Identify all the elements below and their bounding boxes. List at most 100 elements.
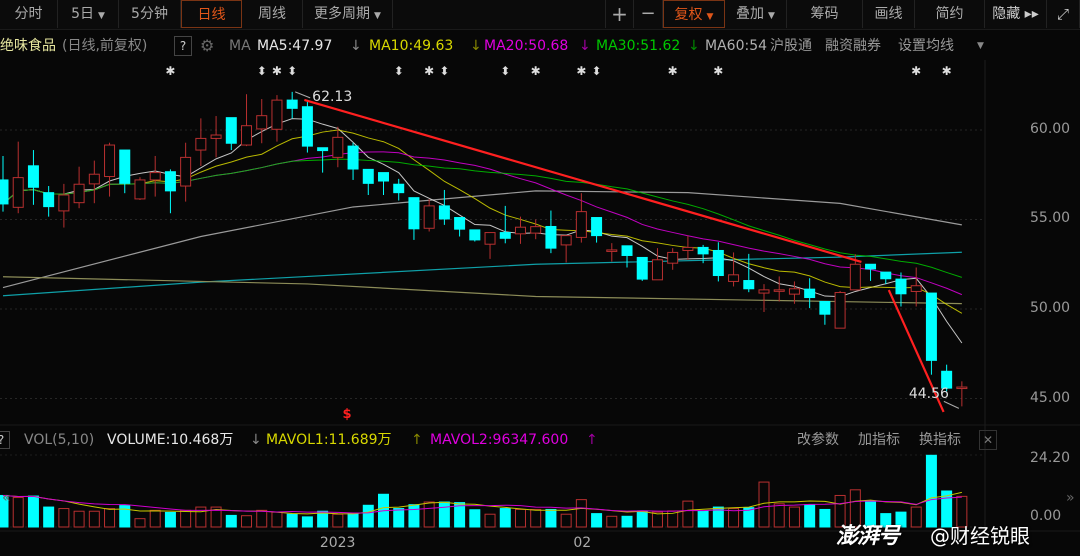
event-marker-icon: ✱ bbox=[531, 64, 541, 78]
volume-bar bbox=[362, 504, 374, 528]
candle-down bbox=[880, 271, 892, 280]
scroll-right-button[interactable]: » bbox=[1066, 490, 1075, 506]
adjust-button[interactable]: 复权 ▼ bbox=[663, 0, 725, 28]
volume-bar bbox=[499, 508, 511, 528]
volume-bar bbox=[956, 495, 968, 528]
button-label: 筹码 bbox=[810, 6, 839, 22]
gear-icon[interactable]: ⚙ bbox=[200, 36, 215, 55]
event-marker-icon: ✱ bbox=[272, 64, 282, 78]
low-pointer-arrow bbox=[943, 400, 960, 409]
event-marker-icon: ⬍ bbox=[592, 64, 602, 78]
trend-line bbox=[887, 289, 945, 413]
simple-button[interactable]: 简约 bbox=[915, 0, 985, 28]
candle-up bbox=[834, 292, 846, 329]
ma10-line bbox=[2, 129, 963, 314]
candle-up bbox=[849, 263, 861, 291]
ma20-value: MA20:50.68 bbox=[484, 38, 569, 54]
volume-bar bbox=[12, 497, 24, 528]
candle-up bbox=[241, 125, 253, 146]
tab-5min[interactable]: 5分钟 bbox=[119, 0, 181, 28]
event-marker-icon: ✱ bbox=[576, 64, 586, 78]
scroll-left-button[interactable]: « bbox=[2, 490, 11, 506]
ma30-line bbox=[2, 158, 963, 278]
volume-bar bbox=[819, 508, 831, 528]
edit-params-button[interactable]: 改参数 bbox=[797, 432, 839, 448]
caret-down-icon: ▼ bbox=[706, 12, 714, 22]
add-indicator-button[interactable]: 加指标 bbox=[858, 432, 900, 448]
set-ma-button[interactable]: 设置均线 bbox=[898, 38, 954, 54]
volume-tick: 24.20 bbox=[1030, 450, 1071, 466]
volume-bar bbox=[606, 515, 618, 528]
tab-label: 5分钟 bbox=[131, 6, 168, 22]
volume-bar bbox=[941, 490, 953, 528]
volume-bar bbox=[73, 510, 85, 528]
volume-bar bbox=[621, 515, 633, 528]
chips-button[interactable]: 筹码 bbox=[787, 0, 863, 28]
candle-down bbox=[895, 278, 907, 295]
candle-down bbox=[286, 99, 298, 109]
volume-bar bbox=[286, 513, 298, 528]
candle-up bbox=[682, 246, 694, 251]
candle-down bbox=[804, 288, 816, 299]
candle-up bbox=[514, 226, 526, 235]
volume-bar bbox=[895, 511, 907, 528]
event-marker-icon: ✱ bbox=[424, 64, 434, 78]
volume-bar bbox=[256, 509, 268, 528]
event-marker-icon: ⬍ bbox=[287, 64, 297, 78]
watermark-account: @财经锐眼 bbox=[930, 524, 1030, 548]
long-ma-line bbox=[2, 190, 962, 289]
switch-indicator-button[interactable]: 换指标 bbox=[919, 432, 961, 448]
candle-up bbox=[956, 386, 968, 390]
candle-down bbox=[225, 117, 237, 144]
volume-bar bbox=[880, 513, 892, 528]
volume-bar bbox=[423, 501, 435, 528]
volume-bar bbox=[849, 489, 861, 528]
tab-intraday[interactable]: 分时 bbox=[0, 0, 58, 28]
candle-up bbox=[423, 205, 435, 229]
margin-link[interactable]: 融资融券 bbox=[825, 38, 881, 54]
volume-bar bbox=[925, 454, 937, 528]
draw-line-button[interactable]: 画线 bbox=[863, 0, 915, 28]
hide-button[interactable]: 隐藏 ▸▸ bbox=[985, 0, 1047, 28]
volume-bar bbox=[454, 502, 466, 528]
hsgt-link[interactable]: 沪股通 bbox=[770, 38, 812, 54]
tab-label: 更多周期 bbox=[314, 6, 371, 22]
overlay-button[interactable]: 叠加 ▼ bbox=[725, 0, 787, 28]
event-marker-icon: ✱ bbox=[942, 64, 952, 78]
ma10-value: MA10:49.63 bbox=[369, 38, 454, 54]
arrow-up-icon: ↑ bbox=[411, 432, 423, 448]
arrow-down-icon: ↓ bbox=[250, 432, 262, 448]
volume-bar bbox=[134, 518, 146, 528]
tab-more-periods[interactable]: 更多周期 ▼ bbox=[303, 0, 393, 28]
volume-bar bbox=[210, 506, 222, 528]
candle-down bbox=[393, 183, 405, 194]
candle-down bbox=[743, 280, 755, 290]
volume-bar bbox=[728, 508, 740, 528]
button-label: 叠加 bbox=[736, 6, 765, 22]
zoom-out-button[interactable]: − bbox=[634, 0, 663, 28]
arrow-down-icon: ↓ bbox=[579, 38, 591, 54]
price-tick: 45.00 bbox=[1030, 390, 1071, 406]
volume-bar bbox=[180, 509, 192, 528]
tab-daily[interactable]: 日线 bbox=[181, 0, 242, 28]
help-button[interactable]: ? bbox=[0, 431, 10, 449]
high-price-label: 62.13 bbox=[312, 88, 353, 105]
stock-name: 绝味食品 bbox=[0, 38, 56, 54]
volume-bar bbox=[27, 495, 39, 528]
candle-down bbox=[925, 292, 937, 361]
candle-up bbox=[210, 134, 222, 139]
ma60-value: MA60:54 bbox=[705, 38, 768, 54]
candle-up bbox=[88, 173, 100, 185]
volume-bar bbox=[575, 499, 587, 528]
event-marker-icon: ⬍ bbox=[257, 64, 267, 78]
mavol1-line bbox=[2, 491, 962, 515]
tab-weekly[interactable]: 周线 bbox=[242, 0, 303, 28]
close-icon[interactable]: ✕ bbox=[979, 430, 997, 450]
tab-5day[interactable]: 5日 ▼ bbox=[58, 0, 119, 28]
zoom-in-button[interactable]: + bbox=[605, 0, 634, 28]
volume-bar bbox=[164, 511, 176, 528]
volume-bar bbox=[514, 508, 526, 528]
help-button[interactable]: ? bbox=[174, 36, 192, 56]
volume-bar bbox=[438, 501, 450, 528]
